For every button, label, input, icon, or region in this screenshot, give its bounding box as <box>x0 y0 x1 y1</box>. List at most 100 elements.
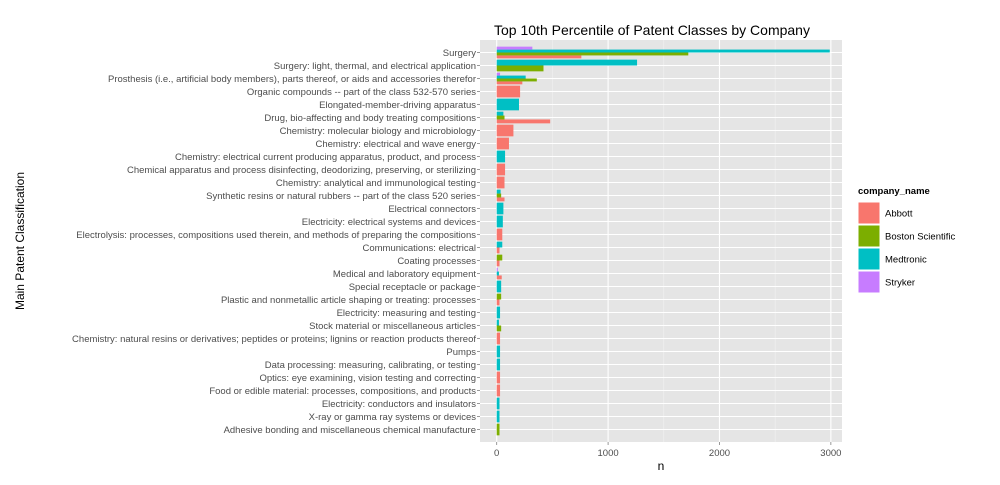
category-label: Drug, bio-affecting and body treating co… <box>264 113 476 124</box>
bar-medtronic <box>496 49 830 53</box>
legend-swatch <box>857 270 881 294</box>
bar-abbott <box>496 81 523 85</box>
bar-layer <box>496 46 830 436</box>
category-label: Electrical connectors <box>388 204 476 215</box>
bar-medtronic <box>496 59 638 66</box>
bar-medtronic <box>496 202 504 215</box>
category-label: Food or edible material: processes, comp… <box>209 386 476 397</box>
bar-abbott <box>496 124 514 137</box>
bar-abbott <box>496 119 551 124</box>
category-label: Chemistry: natural resins or derivatives… <box>72 334 476 345</box>
bar-medtronic <box>496 111 504 116</box>
category-label: Electricity: conductors and insulators <box>322 399 476 410</box>
bar-medtronic <box>496 397 500 410</box>
category-label: Organic compounds -- part of the class 5… <box>247 87 476 98</box>
bar-stryker <box>496 46 533 50</box>
x-axis-title: n <box>658 459 665 473</box>
category-label: Surgery <box>443 48 477 59</box>
plot-panel <box>480 40 842 442</box>
category-label: Electricity: measuring and testing <box>337 308 476 319</box>
bar-stryker <box>496 72 501 76</box>
bar-boston-scientific <box>496 423 500 436</box>
bar-abbott <box>496 299 500 306</box>
category-label: Chemical apparatus and process disinfect… <box>127 165 476 176</box>
category-label: Optics: eye examining, vision testing an… <box>260 373 477 384</box>
category-label: Chemistry: electrical and wave energy <box>315 139 476 150</box>
category-label: Adhesive bonding and miscellaneous chemi… <box>224 425 476 436</box>
category-label: Surgery: light, thermal, and electrical … <box>274 61 476 72</box>
category-label: Communications: electrical <box>362 243 476 254</box>
category-label: Electricity: electrical systems and devi… <box>302 217 476 228</box>
bar-medtronic <box>496 410 500 423</box>
y-axis-title: Main Patent Classification <box>13 172 27 310</box>
x-tick-labels: 0 1000 2000 3000 <box>494 442 841 459</box>
category-labels: Surgery Surgery: light, thermal, and elec… <box>72 48 480 436</box>
bar-medtronic <box>496 189 501 194</box>
bar-abbott <box>496 384 501 397</box>
legend-label: Medtronic <box>885 255 927 266</box>
legend-swatch <box>857 201 881 225</box>
bar-medtronic <box>496 358 501 371</box>
bar-medtronic <box>496 241 503 248</box>
category-label: Prosthesis (i.e., artificial body member… <box>108 74 476 85</box>
bar-medtronic <box>496 271 499 276</box>
category-label: Chemistry: molecular biology and microbi… <box>280 126 477 137</box>
legend-swatch <box>857 224 881 248</box>
legend-label: Boston Scientific <box>885 232 955 243</box>
chart-title: Top 10th Percentile of Patent Classes by… <box>494 22 810 38</box>
category-label: Data processing: measuring, calibrating,… <box>265 360 476 371</box>
bar-abbott <box>496 260 500 267</box>
bar-medtronic <box>496 280 502 293</box>
bar-abbott <box>496 137 509 150</box>
bar-abbott <box>496 85 521 98</box>
bar-abbott <box>496 176 505 189</box>
category-label: Stock material or miscellaneous articles <box>309 321 476 332</box>
x-tick-label: 0 <box>494 448 499 459</box>
bar-abbott <box>496 332 501 345</box>
category-label: Chemistry: analytical and immunological … <box>276 178 476 189</box>
bar-boston-scientific <box>496 65 544 72</box>
bar-abbott <box>496 371 501 384</box>
category-label: Pumps <box>446 347 476 358</box>
bar-medtronic <box>496 215 503 228</box>
bar-boston-scientific <box>496 293 502 300</box>
bar-abbott <box>496 55 582 59</box>
x-tick-label: 3000 <box>820 448 841 459</box>
bar-boston-scientific <box>496 78 537 82</box>
bar-abbott <box>496 197 505 202</box>
bar-boston-scientific <box>496 115 505 120</box>
bar-boston-scientific <box>496 325 502 332</box>
legend-label: Stryker <box>885 278 915 289</box>
bar-medtronic <box>496 306 501 319</box>
bar-abbott <box>496 247 500 254</box>
category-label: Plastic and nonmetallic article shaping … <box>221 295 476 306</box>
category-label: Medical and laboratory equipment <box>333 269 476 280</box>
category-label: Electrolysis: processes, compositions us… <box>76 230 476 241</box>
legend: company_name Abbott Boston Scientific Medt… <box>857 186 955 294</box>
category-label: Chemistry: electrical current producing … <box>175 152 476 163</box>
category-label: Special receptacle or package <box>349 282 476 293</box>
grid-lines <box>480 40 842 442</box>
legend-label: Abbott <box>885 209 913 220</box>
legend-title: company_name <box>858 186 930 197</box>
bar-medtronic <box>496 75 526 79</box>
bar-medtronic <box>496 345 501 358</box>
bar-abbott <box>496 275 502 280</box>
bar-abbott <box>496 163 506 176</box>
x-tick-label: 2000 <box>709 448 730 459</box>
bar-boston-scientific <box>496 52 689 56</box>
bar-medtronic <box>496 98 519 111</box>
bar-boston-scientific <box>496 193 502 198</box>
bar-medtronic <box>496 150 506 163</box>
category-label: Elongated-member-driving apparatus <box>319 100 476 111</box>
x-tick-label: 1000 <box>598 448 619 459</box>
category-label: Coating processes <box>397 256 476 267</box>
bar-medtronic <box>496 319 499 326</box>
bar-abbott <box>496 228 503 241</box>
bar-boston-scientific <box>496 254 503 261</box>
bar-stryker <box>496 267 498 272</box>
category-label: X-ray or gamma ray systems or devices <box>309 412 477 423</box>
legend-swatch <box>857 247 881 271</box>
category-label: Synthetic resins or natural rubbers -- p… <box>206 191 476 202</box>
